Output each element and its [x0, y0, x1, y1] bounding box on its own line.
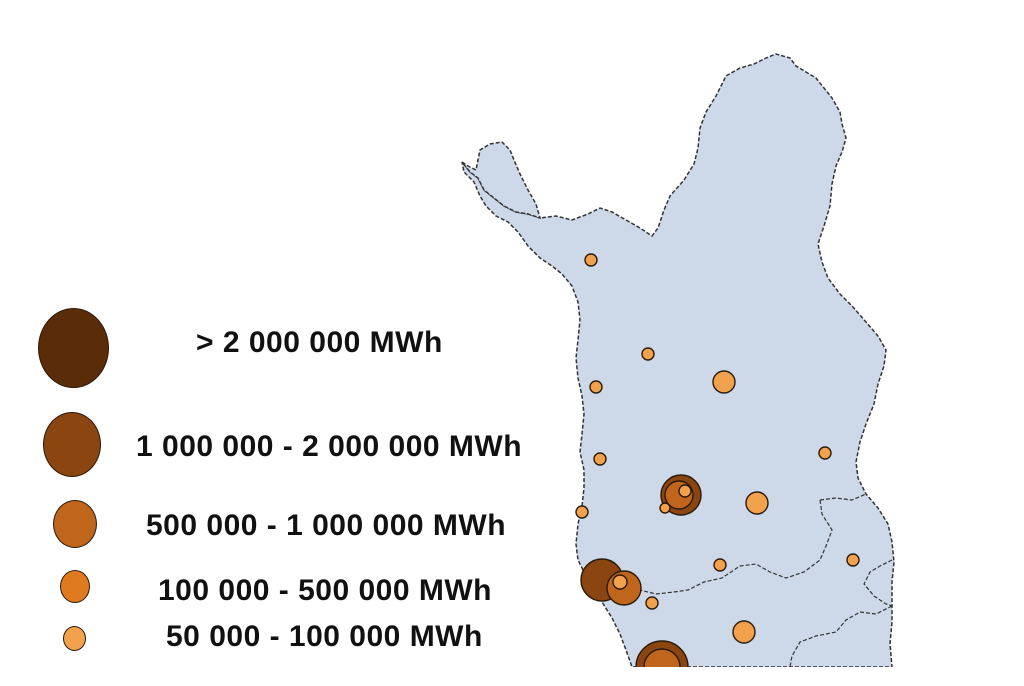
northwest-arm	[461, 141, 542, 220]
site-marker	[612, 574, 628, 590]
country-outline	[461, 53, 895, 667]
site-marker	[643, 648, 681, 667]
region-border	[639, 493, 867, 595]
site-marker	[641, 347, 655, 361]
site-marker	[846, 553, 860, 567]
site-marker	[593, 452, 607, 466]
site-symbols	[575, 253, 860, 667]
site-marker	[575, 505, 589, 519]
site-marker	[712, 370, 736, 394]
legend-label: 500 000 - 1 000 000 MWh	[146, 509, 507, 542]
legend-item-100000-500000: 100 000 - 500 000 MWh	[0, 570, 600, 630]
site-marker	[584, 253, 598, 267]
legend-symbol-circle	[53, 500, 97, 548]
site-marker	[713, 558, 727, 572]
legend-item-gt-2000000: > 2 000 000 MWh	[0, 308, 600, 388]
legend-label: 1 000 000 - 2 000 000 MWh	[136, 430, 523, 463]
site-marker	[745, 491, 769, 515]
legend-label: 100 000 - 500 000 MWh	[158, 574, 493, 607]
legend-symbol-circle	[38, 308, 109, 388]
legend-item-50000-100000: 50 000 - 100 000 MWh	[0, 620, 600, 686]
site-marker	[818, 446, 832, 460]
legend-label: > 2 000 000 MWh	[196, 326, 443, 359]
legend-symbol-circle	[43, 412, 101, 477]
legend-item-500000-1000000: 500 000 - 1 000 000 MWh	[0, 500, 600, 560]
site-marker	[645, 596, 659, 610]
legend-label: 50 000 - 100 000 MWh	[166, 620, 483, 653]
site-marker	[732, 620, 756, 644]
site-marker	[659, 502, 671, 514]
legend-symbol-circle	[63, 626, 86, 651]
site-marker	[678, 484, 692, 498]
legend-item-1000000-2000000: 1 000 000 - 2 000 000 MWh	[0, 412, 600, 477]
region-border	[863, 559, 893, 607]
map	[461, 53, 895, 667]
site-marker	[589, 380, 603, 394]
legend-symbol-circle	[60, 570, 90, 603]
